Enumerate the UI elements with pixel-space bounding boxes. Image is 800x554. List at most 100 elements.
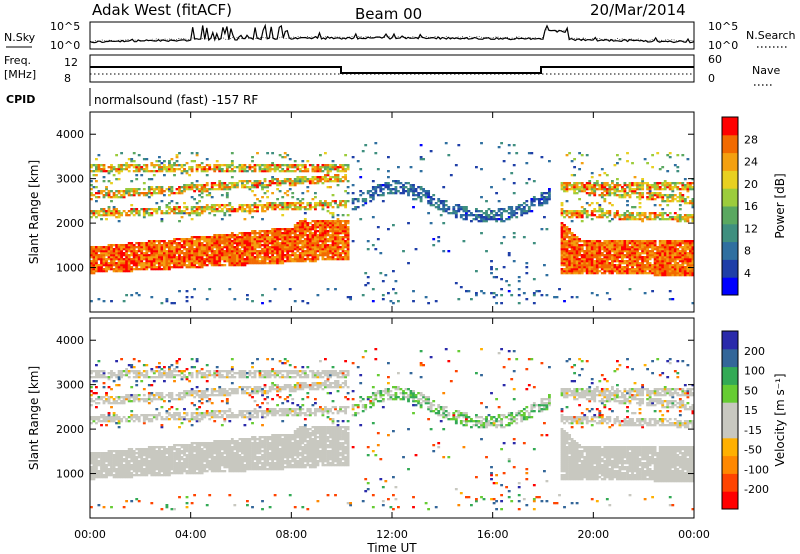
power-cell: [588, 194, 592, 197]
power-cell: [160, 268, 164, 271]
power-cell: [293, 180, 297, 183]
power-cell: [689, 260, 692, 263]
power-cell: [288, 184, 292, 187]
power-cell: [314, 182, 317, 185]
power-cell: [258, 256, 262, 259]
power-cell: [631, 244, 634, 247]
power-cell: [404, 186, 408, 189]
power-cell: [155, 268, 159, 271]
power-cell: [618, 260, 622, 263]
power-cell: [243, 260, 247, 263]
power-cell: [661, 252, 665, 255]
power-cell: [578, 182, 582, 185]
power-cell: [102, 250, 106, 253]
power-cell: [326, 244, 330, 247]
power-cell: [691, 220, 695, 223]
power-cell: [246, 238, 249, 241]
power-cell: [248, 260, 252, 263]
velocity-cell: [97, 420, 101, 423]
power-cell: [308, 244, 312, 247]
power-cell: [344, 230, 348, 233]
colorbar-swatch: [722, 277, 738, 296]
power-cell: [147, 242, 151, 245]
power-cell: [296, 224, 300, 227]
power-cell: [666, 248, 670, 251]
power-cell: [623, 246, 627, 249]
power-cell: [560, 226, 564, 229]
power-cell: [366, 190, 370, 193]
power-cell: [105, 218, 108, 221]
power-cell: [638, 248, 642, 251]
power-cell: [583, 240, 587, 243]
power-cell: [236, 248, 239, 251]
power-cell: [311, 182, 315, 185]
power-cell: [402, 186, 405, 189]
power-cell: [429, 196, 433, 199]
power-cell: [152, 210, 156, 213]
power-cell: [631, 188, 634, 191]
power-cell: [651, 244, 655, 247]
noise-panel: N.Sky 10^5 10^0 10^5 10^0 N.Search: [4, 20, 796, 52]
power-cell: [656, 214, 660, 217]
power-cell: [95, 262, 98, 265]
velocity-cell: [102, 456, 106, 459]
power-cell: [344, 256, 348, 259]
power-cell: [681, 266, 685, 269]
power-cell: [605, 250, 609, 253]
power-cell: [308, 230, 312, 233]
power-cell: [243, 166, 247, 169]
power-cell: [107, 268, 111, 271]
power-cell: [565, 244, 569, 247]
power-cell: [641, 242, 645, 245]
power-cell: [653, 188, 657, 191]
power-cell: [658, 262, 662, 265]
power-cell: [273, 230, 277, 233]
power-cell: [268, 240, 272, 243]
power-cell: [424, 296, 428, 299]
power-cell: [178, 186, 181, 189]
power-cell: [666, 154, 670, 157]
power-cell: [271, 232, 275, 235]
power-cell: [286, 236, 290, 239]
nsearch-label: N.Search: [746, 29, 796, 42]
power-cell: [631, 266, 634, 269]
power-cell: [658, 168, 662, 171]
power-cell: [303, 178, 307, 181]
power-cell: [225, 188, 229, 191]
power-cell: [188, 174, 192, 177]
power-cell: [631, 212, 634, 215]
velocity-cell: [95, 418, 98, 421]
power-cell: [626, 272, 629, 275]
power-cell: [336, 178, 340, 181]
power-cell: [130, 270, 134, 273]
velocity-cell: [92, 476, 96, 479]
velocity-cell: [107, 398, 111, 401]
power-cell: [175, 252, 179, 255]
power-cell: [507, 284, 511, 287]
velocity-cell: [107, 460, 111, 463]
power-cell: [298, 168, 302, 171]
power-cell: [535, 198, 539, 201]
power-cell: [563, 230, 566, 233]
power-cell: [628, 242, 632, 245]
power-cell: [190, 196, 194, 199]
power-cell: [658, 188, 662, 191]
power-cell: [560, 214, 564, 217]
power-cell: [178, 188, 181, 191]
power-cell: [301, 256, 305, 259]
power-cell: [150, 208, 154, 211]
power-cell: [324, 230, 327, 233]
power-cell: [661, 244, 665, 247]
power-cell: [132, 160, 136, 163]
power-cell: [241, 204, 244, 207]
power-cell: [178, 190, 181, 193]
power-cell: [590, 266, 594, 269]
power-cell: [283, 242, 287, 245]
power-cell: [158, 262, 161, 265]
power-cell: [439, 208, 443, 211]
power-cell: [251, 242, 254, 245]
power-cell: [618, 158, 622, 161]
power-cell: [583, 244, 587, 247]
power-cell: [276, 206, 280, 209]
power-cell: [344, 224, 348, 227]
